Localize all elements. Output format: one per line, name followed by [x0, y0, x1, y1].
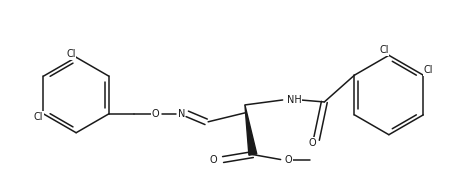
- Text: Cl: Cl: [424, 65, 433, 75]
- Polygon shape: [245, 105, 257, 155]
- Text: Cl: Cl: [67, 49, 76, 59]
- Text: Cl: Cl: [379, 45, 389, 55]
- Text: O: O: [308, 138, 316, 148]
- Text: NH: NH: [287, 95, 302, 105]
- Text: O: O: [151, 109, 159, 119]
- Text: O: O: [210, 155, 217, 165]
- Text: O: O: [285, 155, 292, 165]
- Text: Cl: Cl: [34, 112, 43, 122]
- Text: N: N: [178, 109, 185, 119]
